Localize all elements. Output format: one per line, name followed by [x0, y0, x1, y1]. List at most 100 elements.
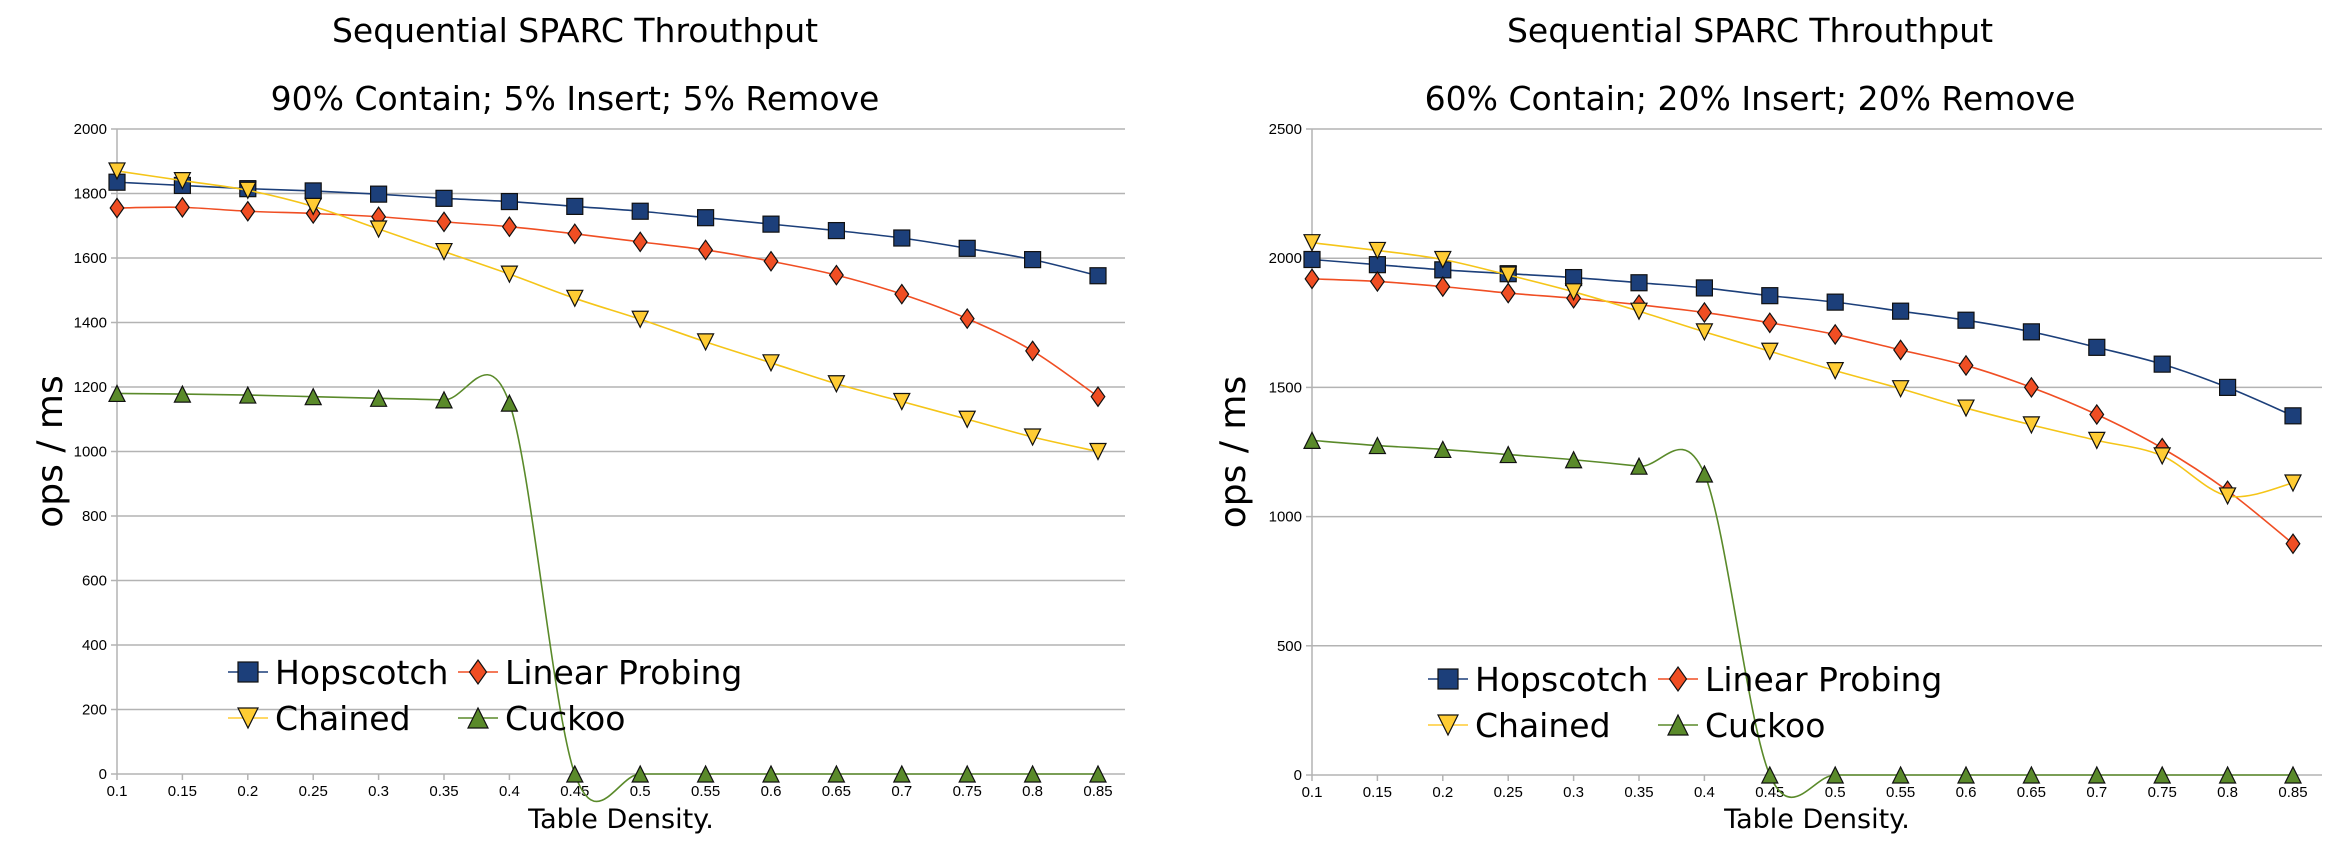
data-point: [2153, 355, 2171, 373]
x-tick-label: 0.15: [1363, 784, 1392, 801]
y-tick-label: 1000: [74, 444, 107, 461]
data-point: [1630, 456, 1648, 475]
chart-2: Sequential SPARC Throuthput 60% Contain; …: [1213, 11, 2322, 835]
data-point: [1368, 436, 1387, 455]
data-point: [892, 392, 911, 411]
data-point: [1827, 323, 1843, 346]
data-point: [1957, 765, 1975, 784]
data-point: [304, 197, 323, 216]
data-point: [2285, 533, 2301, 555]
data-point: [2087, 431, 2106, 450]
legend-label: Linear Probing: [505, 653, 742, 692]
legend-label: Linear Probing: [1705, 660, 1942, 699]
data-point: [958, 764, 977, 783]
data-point: [435, 242, 453, 261]
data-point: [763, 250, 779, 272]
data-point: [435, 390, 453, 409]
data-point: [565, 764, 584, 783]
data-point: [1760, 342, 1779, 361]
data-point: [1893, 339, 1909, 361]
series-hopscotch: [1303, 250, 2302, 425]
data-point: [2022, 416, 2041, 435]
x-tick-label: 0.55: [691, 783, 720, 800]
data-point: [696, 333, 715, 352]
data-point: [1303, 250, 1321, 269]
y-tick-label: 1500: [1269, 379, 1302, 396]
x-tick-label: 0.1: [107, 783, 128, 800]
x-tick-label: 0.1: [1302, 784, 1323, 801]
series-line: [1311, 241, 2294, 498]
data-point: [2284, 474, 2302, 493]
data-point: [2023, 376, 2039, 399]
y-tick-label: 2000: [74, 121, 107, 138]
data-point: [2219, 378, 2237, 396]
chart-subtitle: 90% Contain; 5% Insert; 5% Remove: [271, 79, 880, 118]
data-point: [1304, 268, 1320, 290]
data-point: [108, 384, 126, 403]
data-point: [1369, 270, 1385, 293]
data-point: [1630, 274, 1648, 292]
data-point: [173, 384, 192, 403]
series-linear-probing: [1304, 268, 2301, 555]
data-point: [1891, 380, 1910, 399]
data-point: [369, 220, 388, 239]
data-point: [304, 182, 322, 200]
data-point: [1564, 450, 1583, 469]
data-point: [1499, 266, 1518, 285]
series-linear-probing: [109, 196, 1106, 408]
data-point: [1023, 428, 1042, 447]
data-point: [108, 162, 126, 181]
series-cuckoo: [1303, 431, 2302, 799]
y-tick-label: 500: [1277, 638, 1302, 655]
data-point: [2089, 403, 2105, 426]
data-point: [762, 354, 780, 373]
data-point: [1089, 764, 1107, 783]
x-tick-label: 0.85: [1083, 783, 1112, 800]
data-point: [436, 211, 452, 233]
data-point: [238, 181, 257, 200]
x-tick-label: 0.25: [299, 783, 328, 800]
data-point: [1025, 340, 1041, 362]
data-point: [1564, 283, 1583, 302]
x-tick-label: 0.35: [1624, 784, 1653, 801]
data-point: [1368, 241, 1387, 260]
data-point: [567, 223, 583, 245]
data-point: [827, 221, 846, 240]
x-tick-label: 0.6: [761, 783, 782, 800]
data-point: [2022, 323, 2041, 341]
data-point: [1303, 431, 1321, 449]
x-axis-label: Table Density.: [527, 804, 714, 835]
x-axis-label: Table Density.: [1723, 804, 1910, 835]
data-point: [1090, 386, 1106, 408]
data-point: [500, 265, 519, 284]
legend-marker: [237, 707, 259, 730]
data-point: [1500, 282, 1516, 304]
data-point: [500, 192, 518, 211]
series-line: [116, 181, 1099, 277]
data-point: [1023, 251, 1042, 269]
data-point: [2088, 338, 2106, 356]
data-point: [1695, 464, 1714, 483]
y-tick-label: 0: [99, 766, 107, 783]
x-tick-label: 0.5: [1825, 784, 1846, 801]
data-point: [762, 764, 780, 783]
data-point: [1761, 287, 1779, 305]
legend-label: Cuckoo: [1705, 706, 1825, 745]
data-point: [435, 189, 453, 207]
x-tick-label: 0.25: [1494, 784, 1523, 801]
y-tick-label: 400: [82, 637, 107, 654]
x-tick-label: 0.6: [1956, 784, 1977, 801]
y-tick-label: 800: [82, 508, 107, 525]
data-point: [959, 307, 975, 330]
x-tick-label: 0.7: [891, 783, 912, 800]
data-point: [370, 185, 388, 203]
y-axis-label: ops / ms: [30, 375, 71, 527]
data-point: [369, 388, 388, 407]
chart-title: Sequential SPARC Throuthput: [1507, 11, 1993, 50]
legend-marker: [1437, 714, 1459, 737]
data-point: [501, 216, 517, 238]
data-point: [893, 229, 911, 247]
data-point: [500, 393, 519, 412]
data-point: [1695, 279, 1714, 297]
x-tick-label: 0.5: [630, 783, 651, 800]
